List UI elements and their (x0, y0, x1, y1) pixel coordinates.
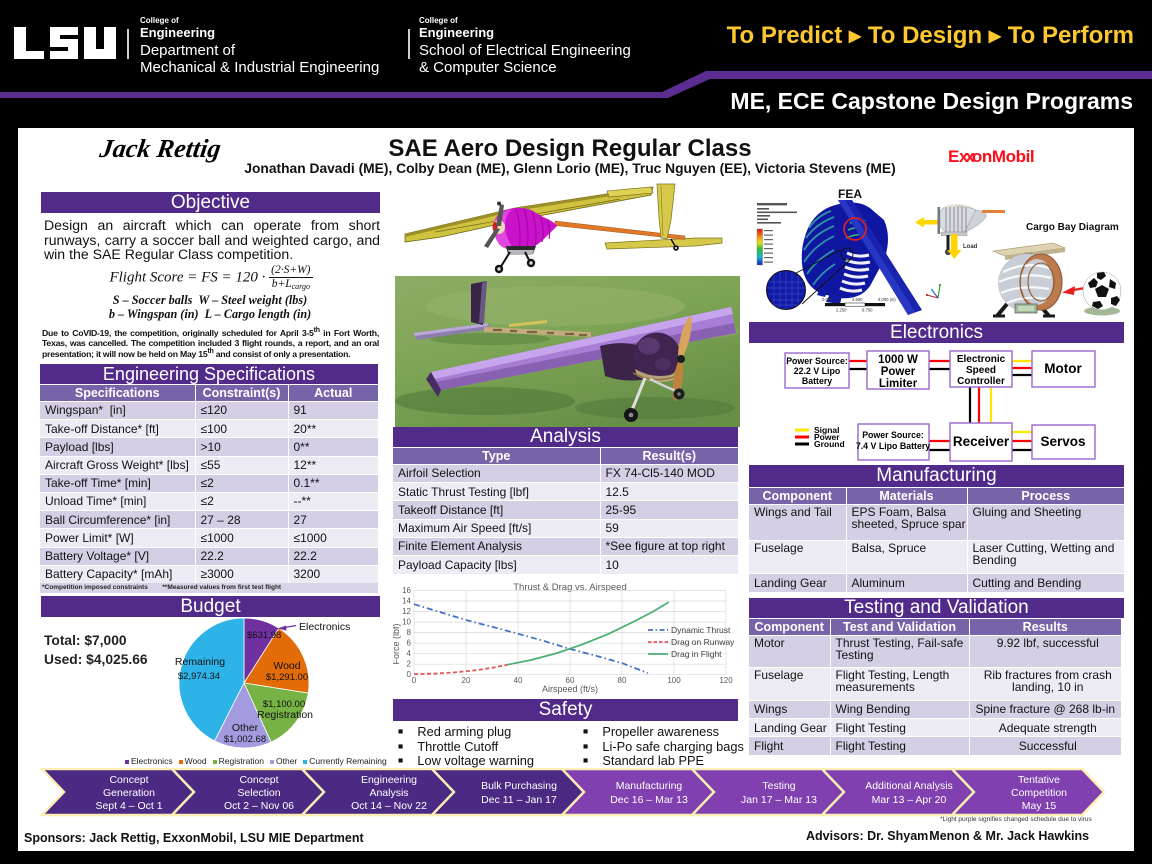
svg-text:6: 6 (407, 639, 412, 648)
svg-text:120: 120 (719, 676, 733, 685)
svg-text:Oct 2 – Nov 06: Oct 2 – Nov 06 (224, 800, 294, 812)
svg-text:4: 4 (407, 649, 412, 658)
svg-text:Load: Load (963, 244, 978, 250)
svg-text:7.4 V Lipo Battery: 7.4 V Lipo Battery (856, 441, 930, 451)
svg-text:0: 0 (412, 676, 417, 685)
svg-text:Mar 13 – Apr 20: Mar 13 – Apr 20 (872, 794, 947, 806)
svg-text:Competition: Competition (1011, 787, 1067, 799)
svg-text:80: 80 (618, 676, 627, 685)
svg-text:Power: Power (881, 366, 916, 378)
svg-text:Dec 11 – Jan 17: Dec 11 – Jan 17 (481, 794, 557, 806)
svg-text:2.250: 2.250 (836, 308, 847, 313)
svg-text:0.000: 0.000 (822, 297, 833, 302)
svg-text:4.500: 4.500 (852, 297, 863, 302)
svg-text:Limiter: Limiter (879, 378, 918, 390)
svg-text:Concept: Concept (239, 774, 278, 786)
svg-text:0: 0 (407, 670, 412, 679)
svg-text:Ground: Ground (814, 439, 845, 449)
svg-text:Drag on Runway: Drag on Runway (671, 637, 735, 647)
svg-text:Selection: Selection (237, 787, 280, 799)
svg-text:Power: Power (814, 432, 840, 442)
svg-text:40: 40 (514, 676, 523, 685)
svg-text:100: 100 (667, 676, 681, 685)
svg-text:Oct 14 – Nov 22: Oct 14 – Nov 22 (351, 800, 427, 812)
svg-text:Electronics: Electronics (299, 621, 350, 633)
svg-text:8: 8 (407, 628, 412, 637)
svg-text:Airspeed (ft/s): Airspeed (ft/s) (542, 684, 598, 694)
svg-text:Motor: Motor (1044, 361, 1082, 376)
svg-text:Dynamic Thrust: Dynamic Thrust (671, 625, 731, 635)
svg-text:Analysis: Analysis (369, 787, 408, 799)
svg-text:Jan 17 – Mar 13: Jan 17 – Mar 13 (741, 794, 817, 806)
svg-text:1000 W: 1000 W (878, 354, 918, 366)
svg-text:22.2 V Lipo: 22.2 V Lipo (794, 366, 841, 376)
svg-text:Signal: Signal (814, 425, 840, 435)
svg-text:Sept 4 – Oct 1: Sept 4 – Oct 1 (95, 800, 162, 812)
svg-text:Bulk Purchasing: Bulk Purchasing (481, 780, 557, 792)
svg-text:Power Source:: Power Source: (786, 356, 848, 366)
svg-text:20: 20 (462, 676, 471, 685)
svg-text:Remaining: Remaining (175, 656, 225, 668)
svg-text:Thrust & Drag vs. Airspeed: Thrust & Drag vs. Airspeed (513, 582, 627, 593)
svg-text:Tentative: Tentative (1018, 774, 1060, 786)
svg-text:$1,100.00: $1,100.00 (263, 699, 305, 710)
svg-text:14: 14 (402, 597, 411, 606)
svg-text:16: 16 (402, 586, 411, 595)
svg-text:Generation: Generation (103, 787, 155, 799)
svg-text:10: 10 (402, 618, 411, 627)
svg-text:Manufacturing: Manufacturing (616, 780, 683, 792)
svg-text:Controller: Controller (957, 376, 1005, 387)
svg-text:6.750: 6.750 (862, 308, 873, 313)
svg-text:Servos: Servos (1040, 434, 1085, 449)
svg-text:Power Source:: Power Source: (862, 430, 924, 440)
svg-text:Additional Analysis: Additional Analysis (865, 780, 953, 792)
svg-text:May 15: May 15 (1022, 800, 1057, 812)
svg-text:Concept: Concept (109, 774, 148, 786)
svg-text:Testing: Testing (762, 780, 795, 792)
svg-text:Battery: Battery (802, 376, 832, 386)
svg-text:Engineering: Engineering (361, 774, 417, 786)
svg-text:12: 12 (402, 607, 411, 616)
svg-text:Other: Other (232, 722, 259, 734)
svg-text:$2,974.34: $2,974.34 (178, 671, 220, 682)
svg-text:Speed: Speed (966, 365, 996, 376)
svg-text:Force (lbf): Force (lbf) (393, 623, 401, 664)
svg-text:$631.98: $631.98 (247, 630, 281, 641)
svg-text:Dec 16 – Mar 13: Dec 16 – Mar 13 (610, 794, 688, 806)
svg-text:$1,002.68: $1,002.68 (224, 734, 266, 745)
svg-text:$1,291.00: $1,291.00 (266, 672, 308, 683)
svg-text:60: 60 (566, 676, 575, 685)
svg-text:Drag in Flight: Drag in Flight (671, 649, 722, 659)
svg-text:9.000 (in): 9.000 (in) (878, 297, 896, 302)
svg-text:2: 2 (407, 660, 412, 669)
svg-text:Electronic: Electronic (957, 354, 1006, 365)
svg-text:Receiver: Receiver (953, 434, 1010, 449)
svg-text:Wood: Wood (273, 660, 300, 672)
svg-text:Registration: Registration (257, 709, 313, 721)
